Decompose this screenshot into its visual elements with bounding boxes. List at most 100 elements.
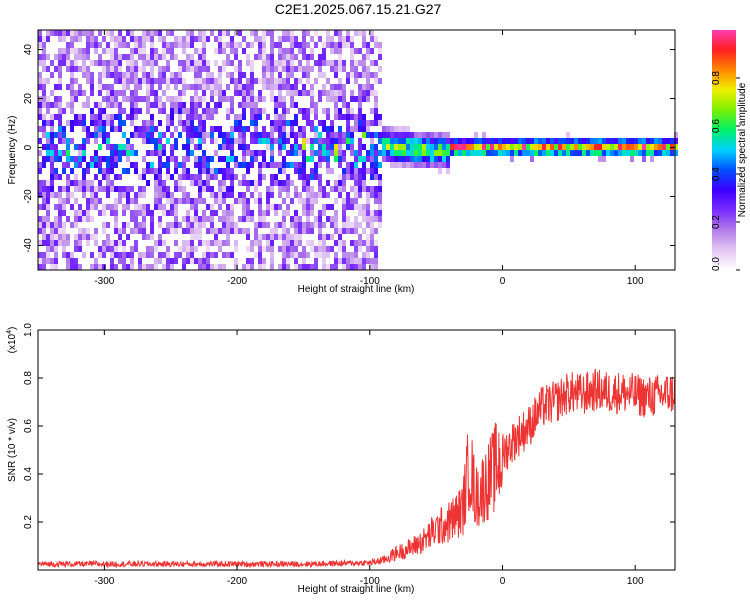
spectrogram-cell [194, 234, 198, 240]
spectrogram-cell [42, 222, 46, 228]
spectrogram-cell [126, 252, 130, 258]
spectrogram-cell [222, 240, 226, 246]
spectrogram-cell [110, 264, 114, 270]
spectrogram-cell [274, 210, 278, 216]
spectrogram-cell [178, 162, 182, 168]
spectrogram-cell [254, 120, 258, 126]
spectrogram-cell [246, 168, 250, 174]
spectrogram-cell [54, 252, 58, 258]
spectrogram-cell [78, 246, 82, 252]
spectrogram-cell [210, 174, 214, 180]
spectrogram-cell [218, 42, 222, 48]
spectrogram-cell [226, 114, 230, 120]
spectrogram-cell [178, 246, 182, 252]
spectrogram-cell [182, 90, 186, 96]
spectrogram-cell [338, 78, 342, 84]
spectrogram-cell [118, 30, 122, 36]
spectrogram-cell [386, 132, 390, 138]
spectrogram-cell [194, 258, 198, 264]
spectrogram-cell [370, 108, 374, 114]
spectrogram-cell [150, 66, 154, 72]
spectrogram-cell [206, 174, 210, 180]
spectrogram-cell [286, 72, 290, 78]
spectrogram-cell [330, 66, 334, 72]
spectrogram-cell [298, 168, 302, 174]
spectrogram-cell [294, 246, 298, 252]
spectrogram-cell [582, 138, 586, 144]
spectrogram-cell [142, 66, 146, 72]
spectrogram-cell [274, 138, 278, 144]
spectrogram-cell [218, 72, 222, 78]
spectrogram-cell [306, 54, 310, 60]
spectrogram-cell [222, 96, 226, 102]
spectrogram-cell [98, 30, 102, 36]
spectrogram-cell [46, 30, 50, 36]
spectrogram-cell [474, 150, 478, 156]
spectrogram-cell [74, 222, 78, 228]
spectrogram-cell [202, 210, 206, 216]
spectrogram-cell [194, 108, 198, 114]
spectrogram-cell [398, 156, 402, 162]
spectrogram-cell [174, 162, 178, 168]
spectrogram-cell [362, 180, 366, 186]
spectrogram-cell [166, 138, 170, 144]
spectrogram-cell [250, 72, 254, 78]
spectrogram-cell [242, 48, 246, 54]
spectrogram-cell [210, 90, 214, 96]
spectrogram-cell [286, 36, 290, 42]
spectrogram-cell [246, 204, 250, 210]
spectrogram-cell [154, 192, 158, 198]
colorbar-tick-label: 0.2 [711, 215, 722, 229]
spectrogram-cell [362, 84, 366, 90]
spectrogram-cell [366, 96, 370, 102]
spectrogram-cell [342, 150, 346, 156]
spectrogram-cell [58, 222, 62, 228]
spectrogram-cell [370, 60, 374, 66]
spectrogram-cell [542, 150, 546, 156]
spectrogram-cell [278, 60, 282, 66]
spectrogram-cell [286, 264, 290, 270]
spectrogram-cell [178, 120, 182, 126]
spectrogram-cell [318, 72, 322, 78]
spectrogram-cell [166, 264, 170, 270]
spectrogram-cell [326, 216, 330, 222]
spectrogram-cell [102, 108, 106, 114]
spectrogram-cell [254, 132, 258, 138]
spectrogram-cell [102, 60, 106, 66]
spectrogram-cell [254, 30, 258, 36]
spectrogram-cell [130, 30, 134, 36]
spectrogram-cell [158, 258, 162, 264]
spectrogram-cell [270, 138, 274, 144]
spectrogram-cell [250, 246, 254, 252]
spectrogram-cell [70, 222, 74, 228]
spectrogram-cell [242, 144, 246, 150]
spectrogram-cell [326, 234, 330, 240]
spectrogram-cell [126, 96, 130, 102]
spectrogram-cell [302, 246, 306, 252]
spectrogram-cell [278, 120, 282, 126]
spectrogram-cell [166, 210, 170, 216]
spectrogram-cell [334, 222, 338, 228]
spectrogram-cell [362, 144, 366, 150]
spectrogram-cell [326, 114, 330, 120]
spectrogram-cell [498, 138, 502, 144]
spectrogram-cell [166, 156, 170, 162]
spectrogram-cell [138, 132, 142, 138]
spectrogram-cell [354, 78, 358, 84]
spectrogram-cell [562, 144, 566, 150]
spectrogram-cell [458, 144, 462, 150]
spectrogram-cell [246, 228, 250, 234]
spectrogram-cell [306, 186, 310, 192]
spectrogram-cell [70, 66, 74, 72]
spectrogram-cell [158, 150, 162, 156]
spectrogram-cell [366, 78, 370, 84]
spectrogram-cell [114, 264, 118, 270]
spectrogram-cell [222, 90, 226, 96]
spectrogram-cell [134, 216, 138, 222]
spectrogram-cell [110, 102, 114, 108]
spectrogram-cell [286, 174, 290, 180]
spectrogram-cell [98, 102, 102, 108]
spectrogram-cell [286, 186, 290, 192]
spectrogram-cell [162, 42, 166, 48]
